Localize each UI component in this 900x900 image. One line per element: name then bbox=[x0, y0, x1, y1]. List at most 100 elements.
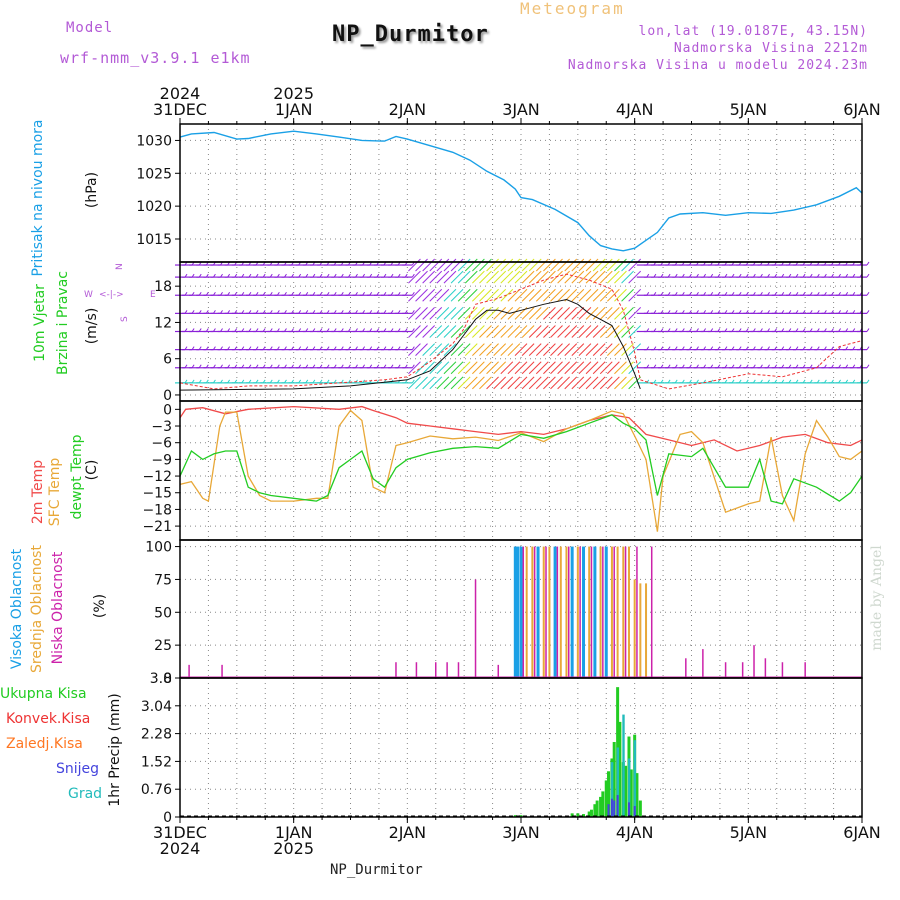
lonlat-text: lon,lat (19.0187E, 43.15N) bbox=[638, 24, 868, 39]
precip-panel bbox=[207, 678, 835, 817]
wind-barb bbox=[628, 307, 642, 320]
cloud-bar bbox=[650, 546, 653, 678]
graupel-bar bbox=[616, 747, 620, 817]
wind-barb bbox=[443, 343, 457, 356]
rose-n: N bbox=[115, 263, 125, 270]
temperature-tick-label: 0 bbox=[163, 402, 172, 418]
cloud-bar bbox=[593, 546, 597, 678]
wind-barb bbox=[564, 361, 578, 375]
cloud-bar bbox=[559, 546, 562, 678]
wind-y-axis: 0 6 12 18 bbox=[154, 279, 862, 404]
wind-barb bbox=[472, 258, 485, 272]
wind-barb bbox=[521, 376, 535, 390]
cloud-bar bbox=[522, 546, 525, 678]
snow-bar bbox=[613, 800, 616, 817]
wind-barb bbox=[535, 376, 549, 390]
wind-barb bbox=[415, 325, 428, 338]
clouds-tick-label: 0 bbox=[163, 671, 172, 687]
snow-bar bbox=[616, 795, 619, 817]
wind-barb bbox=[464, 258, 478, 272]
wind-barb bbox=[450, 270, 464, 284]
graupel-bar bbox=[610, 762, 614, 817]
wind-barb bbox=[408, 258, 421, 272]
wind-barb bbox=[599, 343, 613, 356]
wind-barb bbox=[464, 325, 478, 338]
wind-barb bbox=[472, 361, 485, 375]
cloud-bar bbox=[622, 546, 625, 678]
time-axis: 31DEC 31DEC 1JAN 1JAN 2JAN 2JAN 3JAN 3JAN 4JAN 4J… bbox=[153, 84, 881, 858]
footer-station: NP_Durmitor bbox=[330, 862, 423, 878]
temperature-panel bbox=[207, 401, 835, 540]
cloud-bar bbox=[567, 546, 570, 678]
wind-barb bbox=[486, 307, 499, 320]
total-precip-bar bbox=[576, 813, 580, 817]
wind-barb bbox=[479, 361, 492, 375]
wind-barb bbox=[557, 307, 570, 320]
total-precip-bar bbox=[587, 811, 591, 817]
wind-barb bbox=[550, 361, 563, 375]
wind-barb bbox=[436, 325, 450, 338]
wind-barb bbox=[422, 361, 435, 375]
wind-barb bbox=[628, 361, 642, 375]
gust-line bbox=[179, 273, 863, 390]
wind-barb bbox=[464, 343, 478, 356]
snow-bar bbox=[607, 804, 610, 817]
wind-barb bbox=[585, 325, 599, 338]
wind-barb bbox=[599, 288, 613, 302]
wind-barb bbox=[411, 379, 415, 384]
wind-barb bbox=[436, 361, 450, 375]
precip-tick-label: 3.8 bbox=[150, 671, 172, 687]
wind-barb bbox=[528, 376, 542, 390]
wind-barb bbox=[592, 325, 606, 338]
total-precip-bar bbox=[612, 742, 616, 817]
wind-barb bbox=[571, 343, 585, 356]
cloud-bar bbox=[685, 658, 687, 678]
wind-barb bbox=[528, 307, 542, 320]
wind-barb bbox=[535, 258, 549, 272]
total-precip-bar bbox=[607, 771, 611, 817]
cloud-bar bbox=[627, 546, 630, 678]
precip-y-axis: 0 0.76 1.52 2.28 3.04 3.8 bbox=[141, 671, 862, 826]
wind-barb bbox=[564, 258, 578, 272]
wind-barb bbox=[528, 258, 542, 272]
wind-barb bbox=[450, 325, 464, 338]
wind-barb bbox=[571, 376, 585, 390]
cloud-bar bbox=[556, 546, 559, 678]
rose-e: E bbox=[150, 290, 156, 300]
cloud-bar bbox=[579, 546, 581, 678]
wind-barb bbox=[585, 361, 599, 375]
wind-barb bbox=[528, 343, 542, 356]
cloud-bar bbox=[633, 579, 636, 678]
wind-barb bbox=[585, 307, 599, 320]
cloud-bar bbox=[221, 664, 223, 678]
wind-barb bbox=[550, 376, 563, 390]
wind-barb bbox=[411, 328, 415, 332]
wind-barb bbox=[564, 343, 578, 356]
wind-barb bbox=[507, 258, 521, 272]
wind-barb bbox=[443, 270, 457, 284]
wind-barb bbox=[543, 270, 556, 284]
wind-barb bbox=[578, 307, 592, 320]
cloud-bar bbox=[645, 583, 648, 678]
wind-barb bbox=[599, 258, 613, 272]
wind-panel bbox=[207, 262, 835, 401]
wind-barb bbox=[436, 258, 450, 272]
wind-barb bbox=[535, 288, 549, 302]
wind-barb bbox=[500, 361, 514, 375]
cloud-bar bbox=[457, 662, 460, 678]
wind-barb bbox=[621, 361, 634, 375]
wind-barb bbox=[507, 376, 521, 390]
bottom-day-label: 1JAN bbox=[275, 823, 313, 842]
precip-tick-label: 1.52 bbox=[141, 754, 172, 770]
wind-barb bbox=[472, 288, 485, 302]
wind-barb bbox=[457, 325, 471, 338]
cloud-bar bbox=[542, 546, 545, 678]
wind-barb bbox=[429, 343, 443, 356]
wind-barb bbox=[507, 270, 521, 284]
cloud-bar bbox=[602, 546, 604, 678]
wind-barb bbox=[607, 288, 620, 302]
wind-barb bbox=[543, 361, 556, 375]
wind-barb bbox=[422, 270, 435, 284]
temperature-tick-label: −6 bbox=[151, 436, 172, 452]
wind-barb bbox=[628, 258, 642, 272]
